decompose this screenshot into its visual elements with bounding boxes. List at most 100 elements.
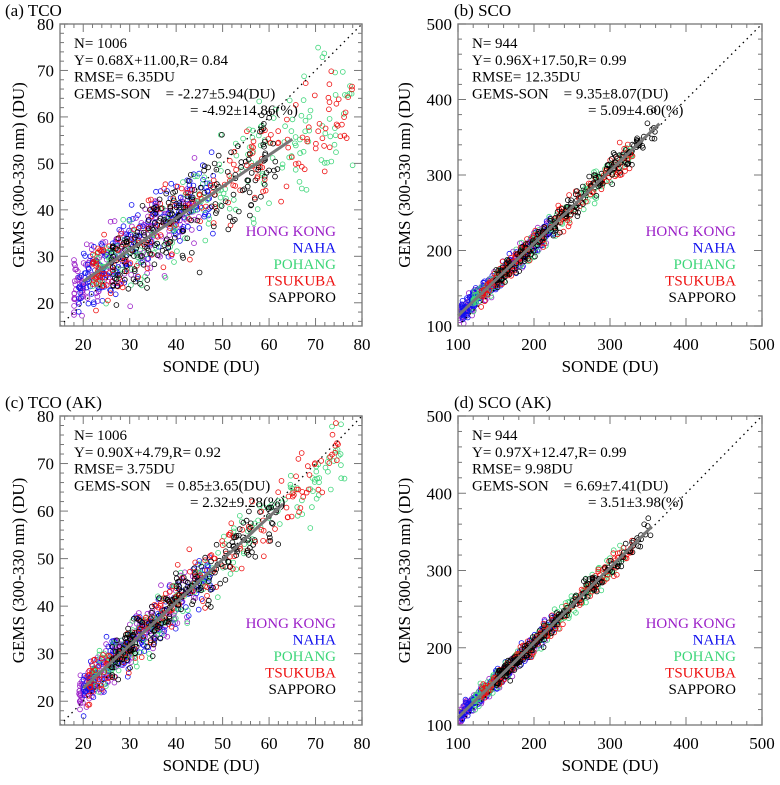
data-point — [572, 191, 579, 198]
data-point — [566, 192, 572, 198]
data-point — [169, 251, 175, 258]
data-point — [303, 187, 310, 193]
legend-entry: TSUKUBA — [265, 274, 336, 290]
data-point — [298, 185, 305, 192]
data-point — [543, 228, 550, 235]
x-tick-label: 80 — [354, 335, 371, 354]
data-point — [304, 138, 311, 145]
data-point — [292, 134, 299, 140]
data-point — [165, 199, 172, 206]
data-point — [167, 588, 173, 595]
data-point — [543, 240, 549, 246]
data-point — [252, 194, 258, 201]
data-point — [260, 527, 267, 534]
data-point — [182, 204, 189, 211]
data-point — [173, 222, 179, 228]
data-point — [260, 553, 267, 560]
data-point — [307, 107, 314, 114]
data-point — [475, 703, 482, 710]
data-point — [82, 270, 89, 276]
data-point — [305, 486, 312, 493]
data-point — [71, 303, 77, 309]
data-point — [97, 277, 103, 284]
data-point — [269, 501, 275, 508]
y-tick-label: 200 — [427, 242, 453, 261]
data-point — [139, 203, 146, 209]
data-point — [245, 177, 252, 184]
data-point — [106, 243, 112, 250]
data-point — [499, 264, 506, 271]
data-point — [327, 453, 334, 460]
data-point — [251, 220, 257, 226]
data-point — [541, 636, 547, 643]
data-point — [128, 646, 134, 652]
data-point — [604, 165, 610, 172]
y-tick-label: 200 — [427, 639, 453, 658]
data-point — [604, 557, 610, 564]
data-point — [78, 696, 84, 703]
data-point — [219, 538, 226, 544]
data-point — [123, 655, 130, 661]
data-point — [276, 521, 283, 527]
data-point — [622, 540, 629, 547]
data-point — [637, 543, 644, 550]
data-point — [111, 638, 117, 644]
panel-title: (a) TCO — [5, 1, 62, 20]
stat-line: RMSE= 9.98DU — [472, 462, 573, 478]
data-point — [302, 117, 309, 124]
data-point — [248, 520, 254, 527]
legend-entry: HONG KONG — [246, 616, 337, 632]
data-point — [552, 227, 559, 234]
data-point — [333, 457, 340, 464]
data-point — [556, 625, 563, 632]
data-point — [332, 132, 339, 139]
data-point — [338, 475, 345, 482]
data-point — [309, 504, 315, 510]
data-point — [167, 211, 173, 218]
data-point — [228, 520, 235, 527]
data-point — [93, 307, 99, 314]
data-point — [595, 183, 602, 190]
data-point — [235, 143, 241, 149]
data-point — [137, 280, 144, 287]
stat-line: Y= 0.90X+4.79,R= 0.92 — [74, 445, 221, 461]
data-point — [645, 515, 652, 521]
data-point — [560, 228, 567, 235]
data-point — [117, 655, 123, 662]
data-point — [598, 170, 605, 177]
data-point — [494, 284, 501, 291]
y-axis-label: GEMS (300-330 nm) (DU) — [395, 478, 414, 664]
data-point — [147, 206, 154, 213]
data-point — [644, 523, 651, 529]
data-point — [89, 688, 95, 695]
data-point — [279, 161, 286, 168]
data-point — [225, 226, 232, 233]
y-axis-label: GEMS (300-330 nm) (DU) — [395, 82, 414, 268]
x-axis-label: SONDE (DU) — [163, 357, 260, 376]
data-point — [270, 140, 276, 147]
x-tick-label: 70 — [307, 335, 324, 354]
x-tick-label: 200 — [521, 734, 547, 753]
data-point — [333, 121, 340, 128]
data-point — [140, 250, 147, 256]
data-point — [146, 225, 152, 232]
y-tick-label: 60 — [37, 108, 54, 127]
stat-line: = -4.92±14.86(%) — [190, 103, 298, 119]
data-point — [211, 555, 217, 562]
data-point — [333, 420, 339, 426]
data-point — [215, 549, 221, 556]
data-point — [508, 272, 515, 279]
data-point — [166, 615, 173, 622]
data-point — [349, 162, 356, 169]
data-point — [249, 150, 256, 156]
data-point — [589, 576, 596, 583]
data-point — [144, 639, 150, 646]
data-point — [93, 280, 100, 287]
data-point — [560, 621, 566, 628]
data-point — [513, 269, 519, 276]
x-tick-label: 20 — [75, 734, 92, 753]
data-point — [96, 647, 103, 654]
data-point — [307, 525, 314, 531]
data-point — [507, 677, 514, 684]
